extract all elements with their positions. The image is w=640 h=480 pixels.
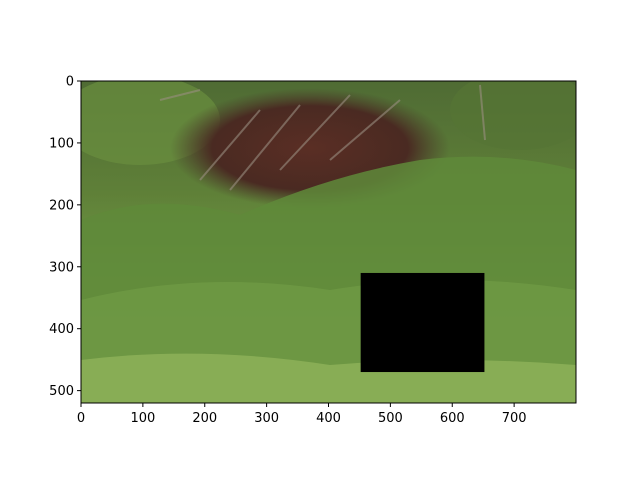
- y-tick-label: 300: [49, 260, 74, 275]
- x-tick-label: 700: [502, 411, 527, 426]
- y-tick-label: 200: [49, 198, 74, 213]
- photo: [81, 81, 576, 403]
- x-tick-label: 400: [316, 411, 341, 426]
- y-tick-label: 100: [49, 136, 74, 151]
- x-axis: 0 100 200 300 400 500 600 700: [77, 403, 527, 426]
- y-tick-label: 400: [49, 322, 74, 337]
- x-tick-label: 200: [192, 411, 217, 426]
- mound-branches: [159, 84, 486, 191]
- y-axis: 0 100 200 300 400 500: [49, 75, 81, 399]
- x-tick-label: 500: [378, 411, 403, 426]
- masked-region: [360, 272, 485, 373]
- x-tick-label: 100: [130, 411, 155, 426]
- x-tick-label: 600: [440, 411, 465, 426]
- y-tick-label: 500: [49, 384, 74, 399]
- x-tick-label: 0: [77, 411, 85, 426]
- y-tick-label: 0: [66, 75, 74, 90]
- x-tick-label: 300: [254, 411, 279, 426]
- background-foliage: [450, 81, 576, 150]
